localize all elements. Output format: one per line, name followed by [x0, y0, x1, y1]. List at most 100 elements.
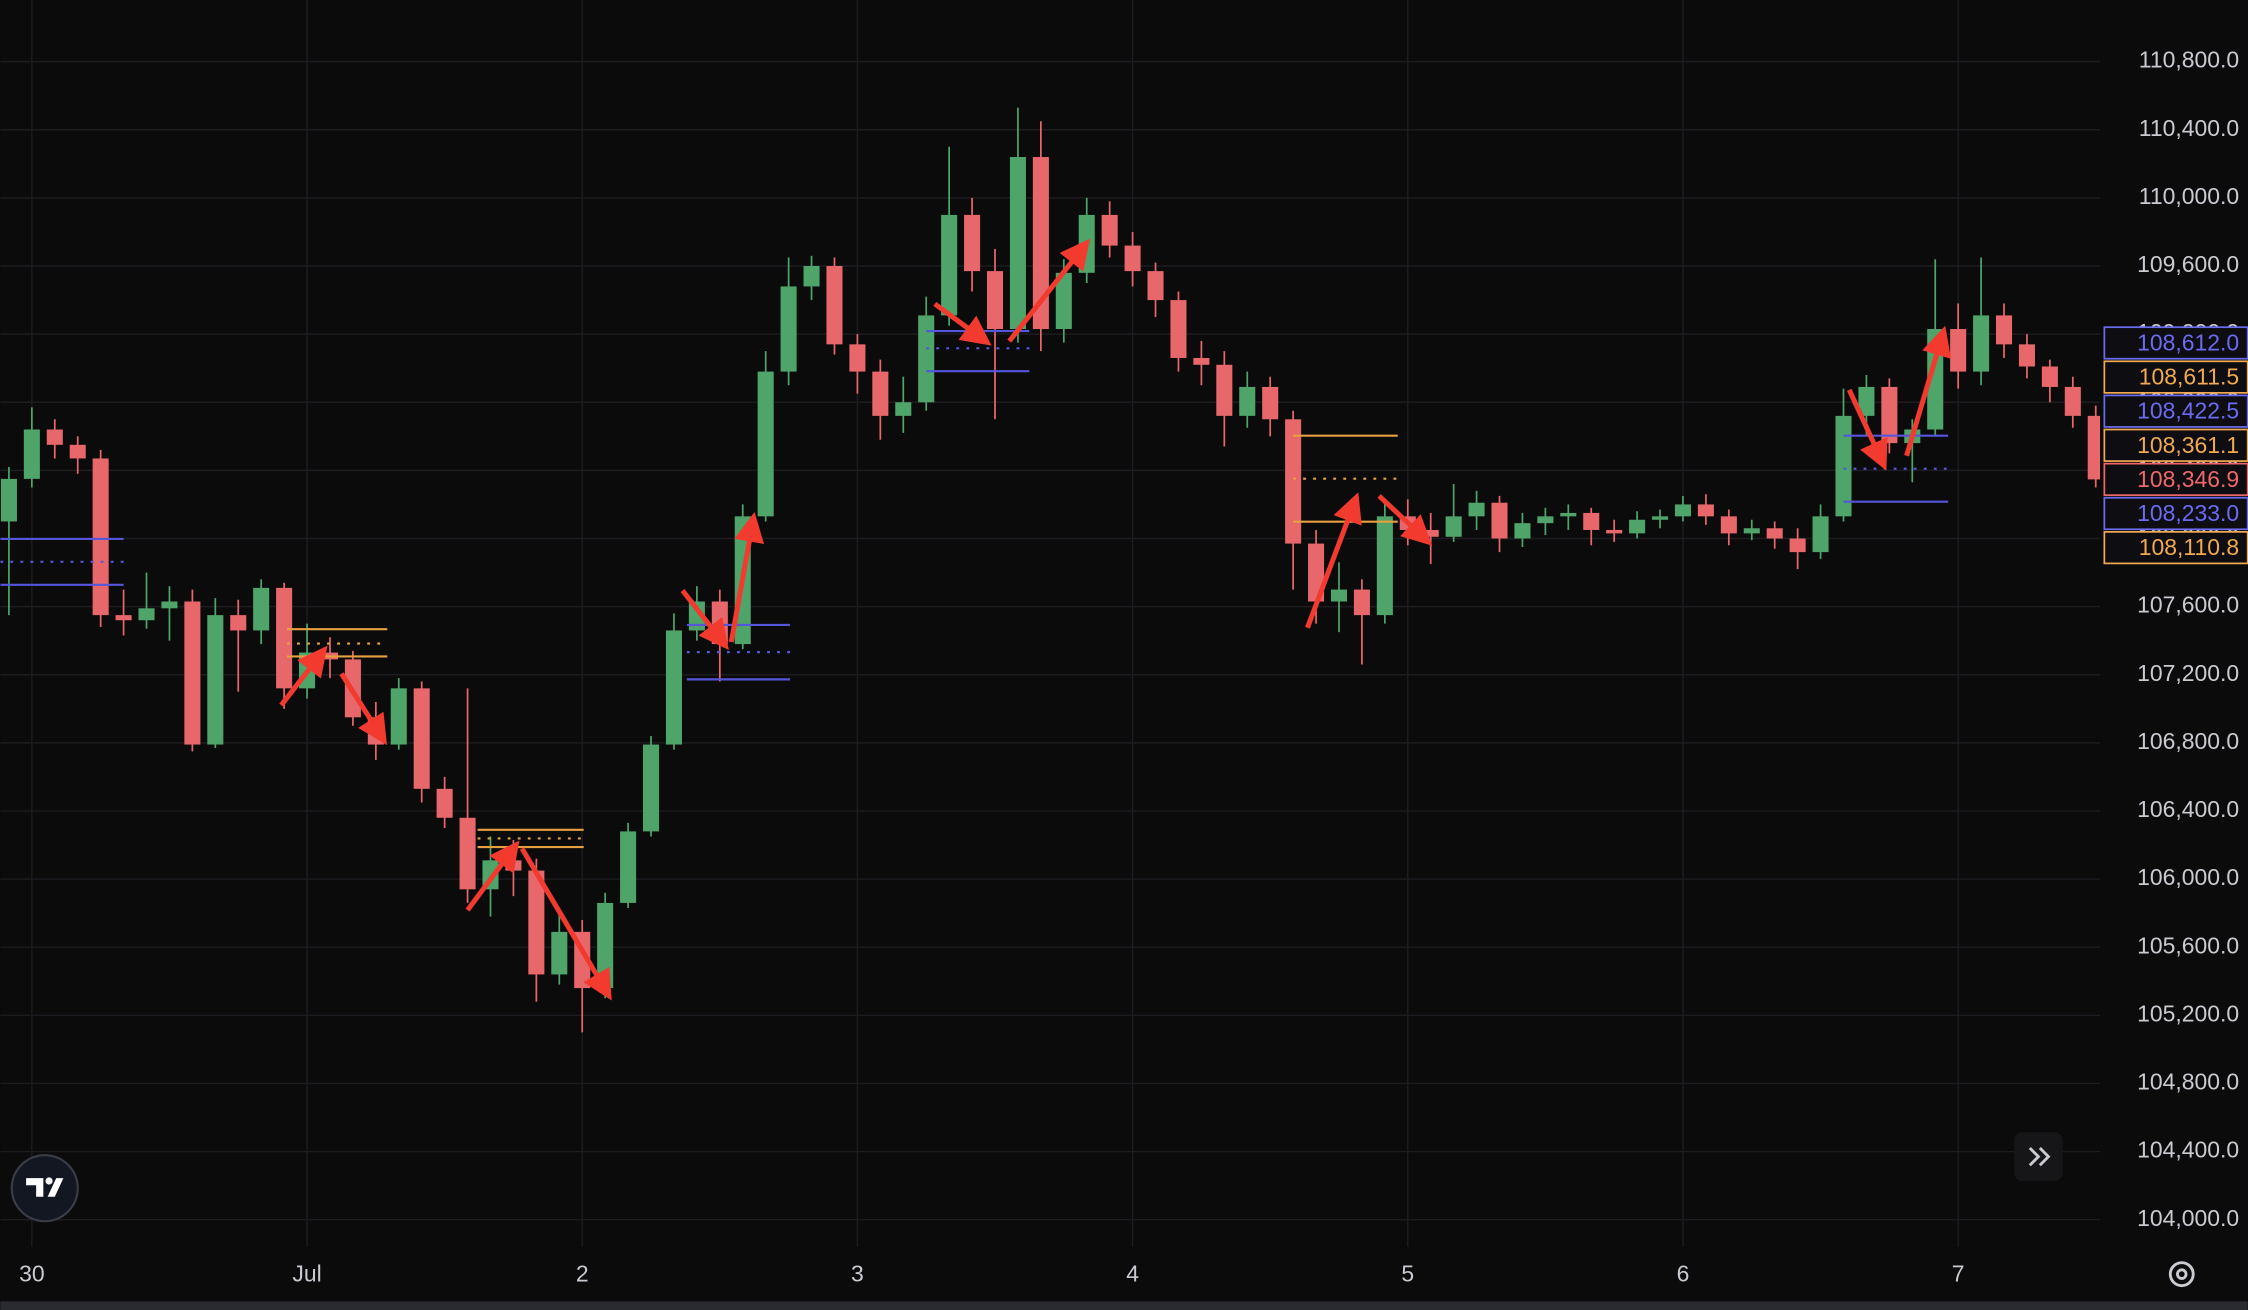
candle-body	[1285, 419, 1302, 544]
candle-body	[207, 615, 224, 745]
candle-body	[1766, 528, 1783, 539]
price-label-box	[2103, 531, 2248, 565]
logo[interactable]	[10, 1154, 79, 1223]
price-label-box	[2103, 462, 2248, 497]
candle-body	[597, 902, 614, 989]
candle-body	[230, 615, 247, 631]
y-tick-label: 110,400.0	[2139, 115, 2239, 141]
candle-body	[1078, 214, 1095, 273]
candle-body	[895, 402, 912, 416]
candle-body	[2018, 344, 2035, 367]
price-label-box	[2103, 360, 2248, 394]
level-box	[0, 537, 124, 586]
candle-body	[757, 371, 774, 517]
bottom-bar	[0, 1301, 2248, 1310]
candle-body	[161, 601, 178, 609]
candle-body	[665, 630, 682, 745]
candle-body	[459, 817, 476, 890]
y-tick-label: 106,000.0	[2137, 864, 2239, 890]
x-tick-label: Jul	[292, 1261, 321, 1287]
candle-body	[1124, 245, 1141, 272]
candle-body	[115, 615, 132, 621]
settings-button[interactable]	[2168, 1261, 2195, 1288]
candle-body	[551, 931, 568, 975]
drawings	[0, 238, 1952, 1001]
price-label: 108,233.0	[2137, 500, 2239, 526]
y-tick-label: 105,200.0	[2137, 1000, 2239, 1026]
candle-body	[849, 344, 866, 372]
candles	[0, 107, 2101, 1033]
price-label: 108,346.9	[2137, 466, 2239, 492]
scroll-button[interactable]	[2014, 1132, 2063, 1182]
candle-body	[941, 214, 958, 316]
candle-body	[964, 214, 981, 272]
x-tick-label: 2	[576, 1261, 589, 1287]
candle-body	[620, 831, 637, 903]
level-box	[1843, 434, 1949, 503]
price-label-box	[2103, 394, 2248, 428]
candle-body	[1170, 300, 1187, 358]
candle-body	[276, 587, 293, 689]
candle-body	[1537, 516, 1554, 524]
y-tick-label: 107,600.0	[2137, 592, 2239, 618]
candle-body	[1652, 516, 1669, 520]
candle-body	[413, 688, 430, 789]
candle-body	[253, 587, 270, 631]
x-tick-label: 7	[1952, 1261, 1965, 1287]
candle-body	[1606, 529, 1623, 534]
candle-body	[1445, 516, 1462, 537]
candle-body	[1881, 386, 1898, 444]
axes: 104,000.0 104,400.0 104,800.0 105,200.0 105,…	[19, 47, 2248, 1287]
arrows	[279, 238, 1952, 1001]
candle-body	[918, 315, 935, 403]
candle-body	[1858, 386, 1875, 416]
candle-body	[1216, 364, 1233, 416]
candle-body	[1262, 386, 1279, 420]
candle-body	[1514, 523, 1531, 539]
x-tick-label: 6	[1677, 1261, 1690, 1287]
price-label: 108,361.1	[2137, 432, 2239, 458]
candle-body	[872, 371, 889, 416]
candle-body	[528, 870, 545, 975]
candle-body	[505, 860, 522, 871]
candle-body	[1720, 516, 1737, 534]
candle-body	[1973, 315, 1990, 372]
candle-body	[184, 601, 201, 745]
x-tick-label: 30	[19, 1261, 44, 1287]
price-label-box	[2103, 428, 2248, 462]
candle-body	[46, 429, 63, 445]
candle-body	[1330, 589, 1348, 602]
candle-body	[2041, 366, 2058, 387]
y-tick-label: 105,600.0	[2137, 932, 2239, 958]
price-label-box	[2103, 326, 2248, 360]
candle-body	[642, 744, 660, 832]
candle-body	[1147, 271, 1164, 301]
candle-body	[780, 286, 797, 372]
candle-body	[986, 271, 1004, 330]
candle-body	[1697, 504, 1714, 517]
x-tick-label: 4	[1126, 1261, 1139, 1287]
candle-body	[1239, 386, 1256, 416]
candle-body	[1055, 272, 1072, 330]
candle-body	[1950, 329, 1967, 372]
candle-body	[1560, 512, 1577, 517]
candle-body	[1583, 512, 1600, 530]
candle-body	[23, 429, 40, 479]
y-tick-label: 104,800.0	[2137, 1069, 2239, 1095]
y-tick-label: 104,000.0	[2137, 1205, 2239, 1231]
candle-body	[1101, 214, 1118, 246]
candle-body	[1491, 502, 1508, 539]
candle-body	[92, 458, 109, 616]
y-tick-label: 107,200.0	[2137, 660, 2239, 686]
candle-body	[69, 444, 86, 459]
candle-body	[1812, 516, 1829, 553]
candle-body	[1193, 357, 1210, 365]
x-tick-label: 3	[851, 1261, 864, 1287]
price-label: 108,422.5	[2137, 398, 2239, 424]
candle-body	[138, 608, 155, 621]
candle-body	[803, 266, 820, 287]
price-label: 108,110.8	[2139, 534, 2239, 560]
candle-body	[2064, 386, 2081, 416]
